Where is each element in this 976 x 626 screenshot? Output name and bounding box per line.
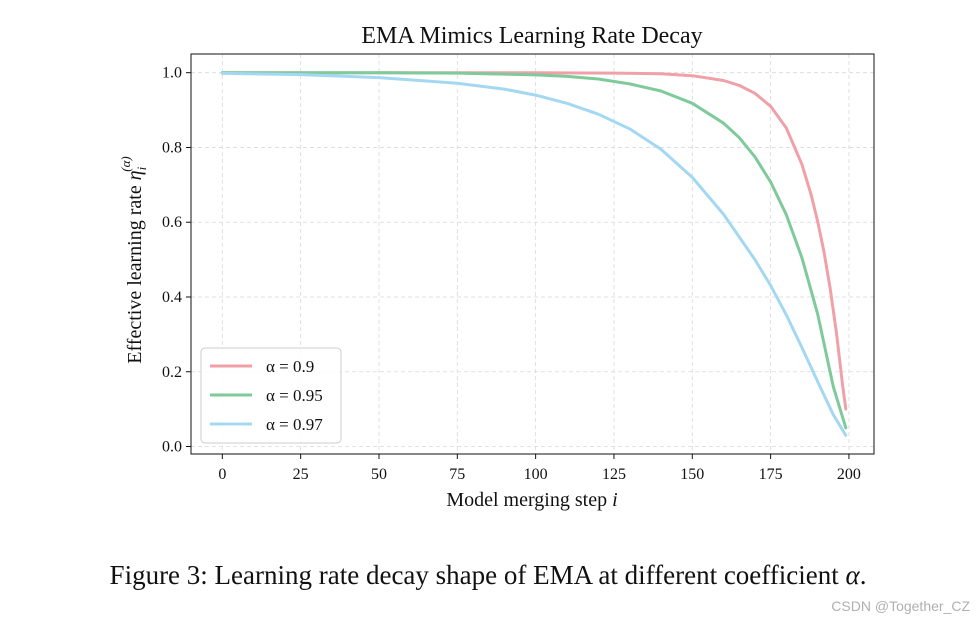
grid bbox=[191, 54, 874, 454]
series-line-1 bbox=[220, 71, 848, 411]
series-group bbox=[220, 71, 848, 437]
x-tick-label: 75 bbox=[449, 466, 465, 483]
series-line-3 bbox=[220, 71, 848, 437]
y-tick-label: 0.4 bbox=[162, 289, 182, 306]
chart-background bbox=[0, 0, 976, 540]
series-line-2 bbox=[220, 71, 848, 430]
figure-caption: Figure 3: Learning rate decay shape of E… bbox=[0, 560, 976, 591]
legend-label-3: α = 0.97 bbox=[266, 415, 323, 434]
legend-label-1: α = 0.9 bbox=[266, 357, 314, 376]
y-axis-label-subscript: i bbox=[134, 166, 149, 170]
y-tick-label: 0.8 bbox=[162, 139, 182, 156]
legend-label-2: α = 0.95 bbox=[266, 386, 323, 405]
y-axis-label: Effective learning rate ηi(α) bbox=[118, 156, 149, 363]
chart: 0 25 50 75 100 125 150 175 200 0.0 0.2 0.4 0.6 0.8 1.0… bbox=[0, 0, 976, 540]
x-axis-label-text: Model merging step bbox=[446, 489, 612, 511]
y-axis-label-symbol: η bbox=[124, 170, 146, 180]
x-tick-label: 25 bbox=[293, 466, 309, 483]
y-tick-label: 1.0 bbox=[162, 65, 182, 82]
x-tick-label: 200 bbox=[837, 466, 861, 483]
x-tick-label: 125 bbox=[602, 466, 626, 483]
x-axis-label: Model merging step i bbox=[446, 489, 617, 511]
y-axis-label-text: Effective learning rate bbox=[124, 180, 146, 363]
legend: α = 0.9 α = 0.95 α = 0.97 bbox=[200, 347, 342, 444]
axis-ticks: 0 25 50 75 100 125 150 175 200 0.0 0.2 0.4 0.6 0.8 1.0 bbox=[162, 65, 861, 483]
x-tick-label: 150 bbox=[680, 466, 704, 483]
x-tick-label: 100 bbox=[524, 466, 548, 483]
y-axis-label-superscript: (α) bbox=[118, 156, 133, 171]
y-tick-label: 0.0 bbox=[162, 439, 182, 456]
y-tick-label: 0.2 bbox=[162, 364, 182, 381]
chart-title: EMA Mimics Learning Rate Decay bbox=[361, 23, 702, 49]
caption-symbol: α bbox=[845, 560, 860, 590]
x-axis-label-var: i bbox=[612, 489, 618, 511]
legend-box bbox=[200, 347, 342, 444]
y-tick-label: 0.6 bbox=[162, 214, 182, 231]
watermark: CSDN @Together_CZ bbox=[831, 598, 970, 614]
x-tick-label: 175 bbox=[759, 466, 783, 483]
x-tick-label: 0 bbox=[218, 466, 226, 483]
plot-frame bbox=[190, 53, 875, 455]
caption-end: . bbox=[859, 560, 867, 590]
caption-text: Figure 3: Learning rate decay shape of E… bbox=[109, 560, 846, 590]
x-tick-label: 50 bbox=[371, 466, 387, 483]
